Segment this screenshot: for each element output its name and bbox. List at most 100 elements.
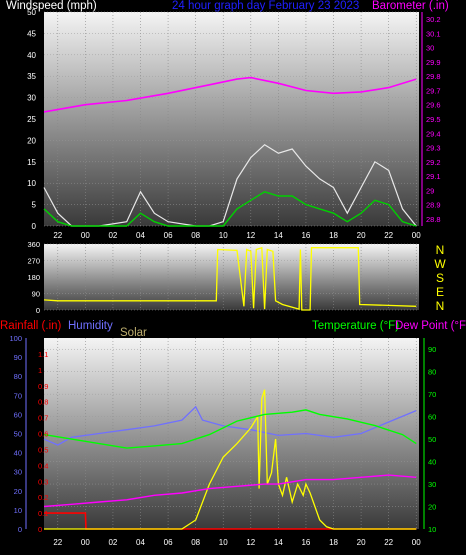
compass-label: S [436,271,444,285]
x-tick-label-top: 22 [53,231,62,240]
x-tick-label-bottom: 12 [246,538,255,547]
y-tick-humidity: 100 [9,334,22,343]
x-tick-label-bottom: 22 [53,538,62,547]
y-tick-wind-direction: 90 [32,290,40,299]
y-tick-barometer: 29 [426,186,434,195]
y-tick-humidity: 80 [14,372,22,381]
x-tick-label-bottom: 08 [191,538,200,547]
chart-title: 24 hour graph day February 23 2023 [172,0,360,12]
y-tick-humidity: 50 [14,430,22,439]
y-tick-rainfall: 0.4 [38,461,48,470]
x-tick-label-top: 00 [81,231,90,240]
x-tick-label-top: 20 [357,231,366,240]
wind-gust-series [43,143,417,227]
y-tick-barometer: 29.7 [426,86,441,95]
y-tick-temperature: 70 [428,390,436,399]
y-tick-windspeed: 30 [27,94,36,103]
y-tick-humidity: 30 [14,468,22,477]
y-tick-barometer: 29.8 [426,72,441,81]
y-tick-windspeed: 20 [27,136,36,145]
x-tick-label-top: 00 [412,231,421,240]
y-tick-humidity: 0 [18,525,22,534]
x-tick-label-bottom: 16 [301,538,310,547]
x-tick-label-top: 06 [164,231,173,240]
y-tick-barometer: 29.2 [426,158,441,167]
y-tick-barometer: 28.9 [426,201,441,210]
y-tick-windspeed: 45 [27,29,36,38]
solar-series [44,389,417,530]
y-tick-windspeed: 15 [27,158,36,167]
x-tick-label-bottom: 14 [274,538,283,547]
y-tick-temperature: 50 [428,435,436,444]
x-tick-label-bottom: 04 [136,538,145,547]
x-tick-label-top: 04 [136,231,145,240]
barometer-axis-label: Barometer (.in) [372,0,449,12]
compass-label: W [434,257,446,271]
y-tick-barometer: 30.2 [426,15,441,24]
y-tick-temperature: 10 [428,525,436,534]
x-tick-label-bottom: 06 [164,538,173,547]
y-tick-humidity: 20 [14,487,22,496]
x-tick-label-bottom: 00 [412,538,421,547]
y-tick-windspeed: 50 [27,8,36,17]
y-tick-barometer: 30 [426,44,434,53]
y-tick-humidity: 10 [14,506,22,515]
rainfall-series [44,512,417,530]
x-tick-label-top: 12 [246,231,255,240]
y-tick-barometer: 29.9 [426,58,441,67]
y-tick-humidity: 90 [14,353,22,362]
humidity-series [43,405,417,446]
y-tick-humidity: 70 [14,391,22,400]
y-tick-rainfall: 0.8 [38,398,48,407]
x-tick-label-bottom: 00 [81,538,90,547]
y-tick-rainfall: 1.1 [38,350,48,359]
windspeed-axis-label: Windspeed (mph) [6,0,97,12]
y-tick-rainfall: 0.1 [38,509,48,518]
x-tick-label-top: 22 [384,231,393,240]
y-tick-windspeed: 25 [27,115,36,124]
y-tick-barometer: 29.6 [426,101,441,110]
x-tick-label-bottom: 18 [329,538,338,547]
compass-label: N [436,243,445,257]
y-tick-rainfall: 0.6 [38,430,48,439]
y-tick-wind-direction: 360 [27,240,40,249]
temperature-series [43,409,417,449]
y-tick-temperature: 60 [428,413,436,422]
x-tick-label-bottom: 20 [357,538,366,547]
x-tick-label-top: 14 [274,231,283,240]
y-tick-rainfall: 0.2 [38,493,48,502]
y-tick-barometer: 28.8 [426,215,441,224]
rainfall-axis-label: Rainfall (.in) [0,320,62,332]
y-tick-wind-direction: 270 [27,257,40,266]
y-tick-temperature: 20 [428,503,436,512]
dewpoint-series [43,474,417,508]
y-tick-barometer: 29.1 [426,172,441,181]
y-tick-wind-direction: 0 [36,306,40,315]
wind-direction-series [43,246,417,311]
y-tick-rainfall: 0.7 [38,414,48,423]
y-tick-rainfall: 1 [38,366,42,375]
dewpoint-axis-label: Dew Point (°F) [395,320,466,332]
y-tick-barometer: 29.5 [426,115,441,124]
solar-legend-label: Solar [120,327,147,339]
y-tick-rainfall: 0 [38,525,42,534]
y-tick-temperature: 80 [428,368,436,377]
y-tick-barometer: 30.1 [426,29,441,38]
y-tick-barometer: 29.3 [426,144,441,153]
compass-label: E [436,285,444,299]
y-tick-windspeed: 10 [27,179,36,188]
y-tick-windspeed: 35 [27,72,36,81]
y-tick-rainfall: 0.3 [38,477,48,486]
humidity-legend-label: Humidity [68,320,113,332]
compass-label: N [436,299,445,313]
x-tick-label-top: 02 [108,231,117,240]
x-tick-label-top: 08 [191,231,200,240]
y-tick-windspeed: 5 [32,201,37,210]
y-tick-rainfall: 0.9 [38,382,48,391]
y-tick-windspeed: 0 [32,222,37,231]
x-tick-label-bottom: 22 [384,538,393,547]
x-tick-label-bottom: 02 [108,538,117,547]
y-tick-temperature: 90 [428,345,436,354]
y-tick-windspeed: 40 [27,51,36,60]
